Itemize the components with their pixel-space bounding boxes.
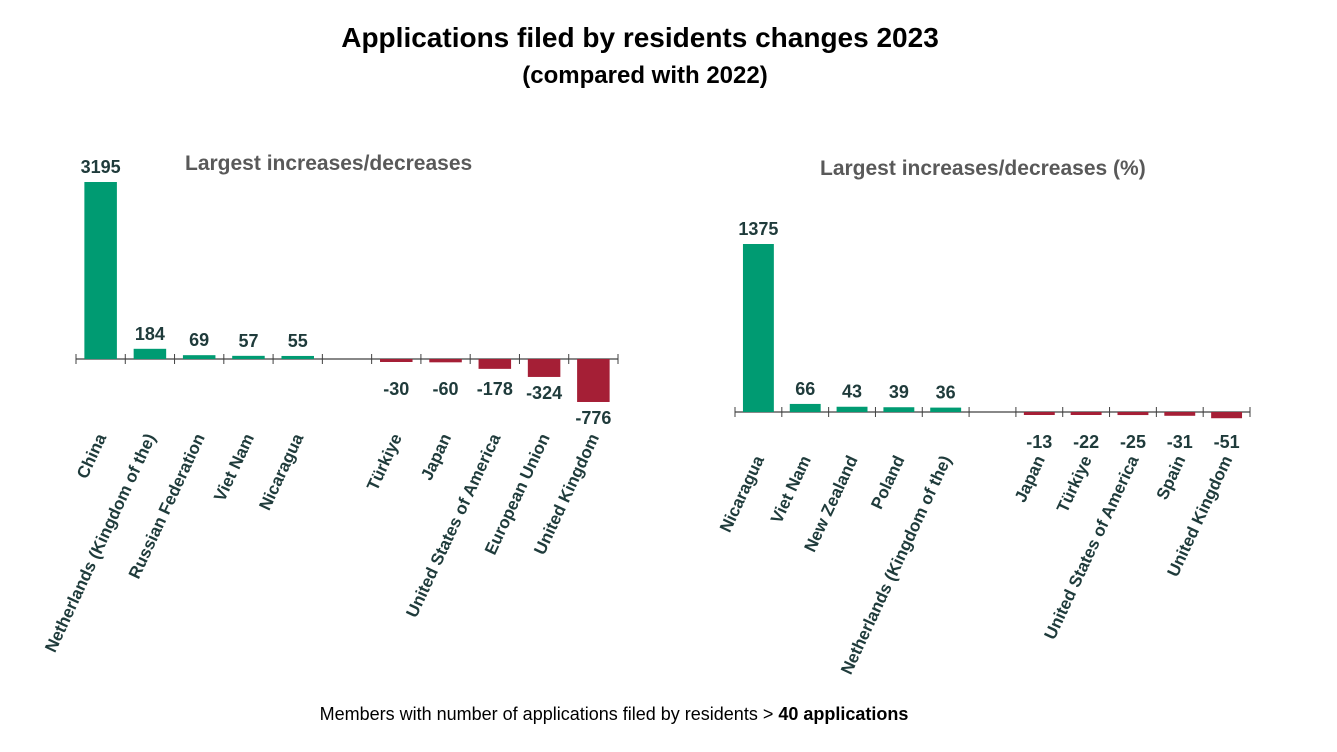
right-tick-label: Spain: [1153, 453, 1190, 503]
left-data-label: 55: [288, 331, 308, 351]
right-tick-label: Viet Nam: [767, 453, 815, 527]
left-bar: [133, 348, 167, 359]
right-tick-label: Poland: [867, 453, 908, 512]
right-tick-label: Nicaragua: [716, 452, 768, 535]
left-bar: [429, 359, 462, 363]
left-bar: [478, 359, 512, 369]
left-bar: [380, 359, 413, 362]
left-bar: [527, 359, 561, 377]
footnote-bold: 40 applications: [778, 704, 909, 724]
right-data-label: -22: [1073, 432, 1099, 452]
right-data-label: 1375: [738, 219, 778, 239]
right-panel-title: Largest increases/decreases (%): [820, 157, 1146, 180]
right-tick-label: Japan: [1011, 453, 1049, 506]
right-data-label: 36: [936, 383, 956, 403]
left-panel-title: Largest increases/decreases: [185, 152, 473, 175]
left-data-label: -776: [575, 408, 611, 428]
right-bar: [1070, 412, 1102, 415]
right-bar: [836, 406, 868, 412]
left-data-label: -178: [477, 379, 513, 399]
left-data-label: 184: [135, 324, 165, 344]
right-bar: [789, 403, 821, 412]
right-data-label: -51: [1214, 432, 1240, 452]
right-tick-label: United States of America: [1041, 452, 1143, 642]
right-bar: [930, 407, 962, 412]
right-data-label: -13: [1026, 432, 1052, 452]
right-data-label: -25: [1120, 432, 1146, 452]
left-bar: [182, 355, 216, 359]
left-data-label: 69: [189, 330, 209, 350]
right-bar: [1211, 412, 1243, 419]
footnote: Members with number of applications file…: [0, 704, 1228, 725]
left-bar: [577, 359, 610, 402]
chart-subtitle: (compared with 2022): [522, 62, 768, 89]
left-bar: [232, 355, 265, 359]
left-data-label: -324: [526, 383, 562, 403]
right-bar: [1023, 412, 1055, 415]
right-data-label: -31: [1167, 432, 1193, 452]
left-data-label: -60: [433, 379, 459, 399]
left-data-label: 3195: [81, 157, 121, 177]
right-bar: [1117, 412, 1149, 416]
chart-title: Applications filed by residents changes …: [341, 22, 939, 53]
right-data-label: 39: [889, 382, 909, 402]
right-bar: [883, 407, 915, 412]
right-tick-label: Türkiye: [1053, 453, 1096, 516]
left-data-label: 57: [238, 331, 258, 351]
right-bar: [742, 244, 774, 412]
right-data-label: 66: [795, 379, 815, 399]
right-data-label: 43: [842, 382, 862, 402]
left-bar: [281, 355, 314, 359]
left-bar: [84, 182, 117, 359]
footnote-text: Members with number of applications file…: [319, 704, 779, 724]
right-bar: [1164, 412, 1196, 416]
left-data-label: -30: [383, 379, 409, 399]
